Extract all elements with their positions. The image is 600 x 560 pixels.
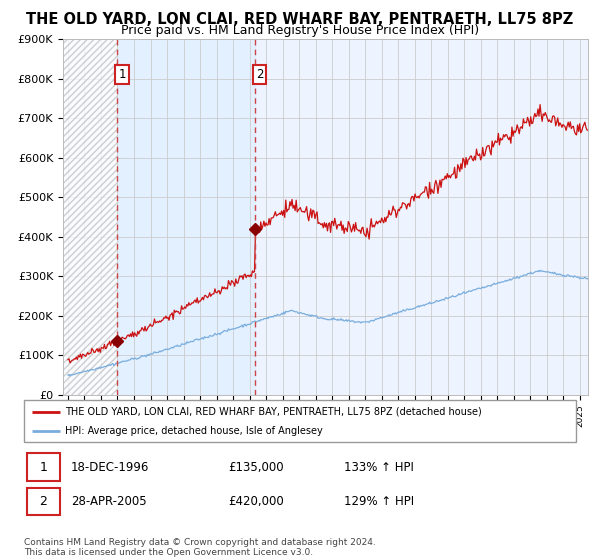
FancyBboxPatch shape [24, 400, 576, 442]
Text: £135,000: £135,000 [228, 460, 284, 474]
Text: £420,000: £420,000 [228, 495, 284, 508]
Bar [63, 39, 117, 395]
Text: HPI: Average price, detached house, Isle of Anglesey: HPI: Average price, detached house, Isle… [65, 426, 323, 436]
Text: 129% ↑ HPI: 129% ↑ HPI [344, 495, 414, 508]
Text: 1: 1 [118, 68, 125, 81]
Text: Contains HM Land Registry data © Crown copyright and database right 2024.
This d: Contains HM Land Registry data © Crown c… [24, 538, 376, 557]
FancyBboxPatch shape [27, 454, 60, 480]
Text: 133% ↑ HPI: 133% ↑ HPI [344, 460, 414, 474]
Text: THE OLD YARD, LON CLAI, RED WHARF BAY, PENTRAETH, LL75 8PZ: THE OLD YARD, LON CLAI, RED WHARF BAY, P… [26, 12, 574, 27]
Text: Price paid vs. HM Land Registry's House Price Index (HPI): Price paid vs. HM Land Registry's House … [121, 24, 479, 37]
Text: 2: 2 [40, 495, 47, 508]
Bar [117, 39, 255, 395]
Text: 28-APR-2005: 28-APR-2005 [71, 495, 146, 508]
FancyBboxPatch shape [27, 488, 60, 515]
Text: 1: 1 [40, 460, 47, 474]
Text: 18-DEC-1996: 18-DEC-1996 [71, 460, 149, 474]
Text: 2: 2 [256, 68, 263, 81]
Text: THE OLD YARD, LON CLAI, RED WHARF BAY, PENTRAETH, LL75 8PZ (detached house): THE OLD YARD, LON CLAI, RED WHARF BAY, P… [65, 407, 482, 417]
